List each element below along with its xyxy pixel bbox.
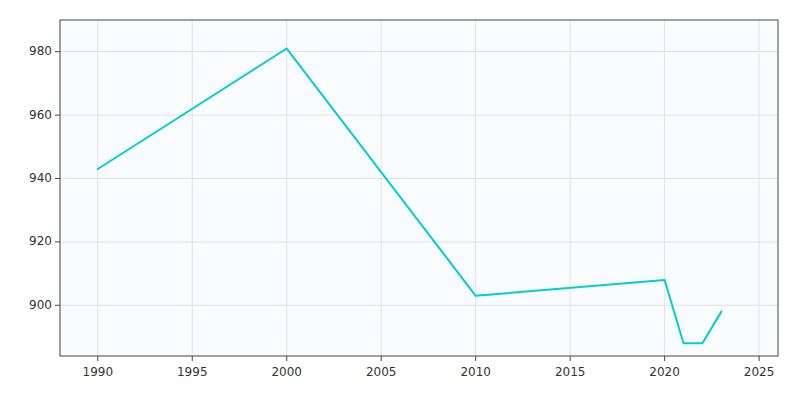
chart-container: 900 920 940 960 980 1990 1995 2000 2005 2010 2015 2… — [0, 0, 800, 400]
x-tick-label: 2010 — [460, 365, 491, 379]
x-tick-label: 2000 — [271, 365, 302, 379]
x-grid-line — [381, 20, 382, 356]
y-tick-label: 920 — [29, 234, 52, 248]
x-grid-line — [97, 20, 98, 356]
y-axis: 900 920 940 960 980 — [29, 44, 778, 312]
x-tick — [475, 356, 476, 361]
x-tick-label: 1995 — [177, 365, 208, 379]
plot-frame — [60, 20, 778, 356]
x-tick-label: 2025 — [744, 365, 775, 379]
y-tick — [55, 115, 60, 116]
x-tick — [192, 356, 193, 361]
y-tick-label: 980 — [29, 44, 52, 58]
y-tick — [55, 241, 60, 242]
x-grid-line — [475, 20, 476, 356]
y-grid-line — [60, 115, 778, 116]
x-grid-line — [664, 20, 665, 356]
x-tick-label: 1990 — [83, 365, 114, 379]
y-tick — [55, 51, 60, 52]
x-grid-line — [570, 20, 571, 356]
x-tick — [759, 356, 760, 361]
y-tick-label: 960 — [29, 108, 52, 122]
x-tick-label: 2020 — [649, 365, 680, 379]
x-tick-label: 2015 — [555, 365, 586, 379]
data-layer — [98, 49, 722, 344]
x-tick-label: 2005 — [366, 365, 397, 379]
y-tick — [55, 178, 60, 179]
y-grid-line — [60, 51, 778, 52]
x-tick — [570, 356, 571, 361]
x-grid-line — [192, 20, 193, 356]
x-tick — [381, 356, 382, 361]
x-grid-line — [286, 20, 287, 356]
y-tick-label: 900 — [29, 298, 52, 312]
x-tick — [286, 356, 287, 361]
page: {"chart_data": {"type": "line", "x": [19… — [0, 0, 800, 400]
y-grid-line — [60, 241, 778, 242]
plot-background — [60, 20, 778, 356]
chart-svg: 900 920 940 960 980 1990 1995 2000 2005 2010 2015 2… — [0, 0, 800, 400]
y-tick-label: 940 — [29, 171, 52, 185]
data-line — [98, 49, 722, 344]
y-grid-line — [60, 305, 778, 306]
x-tick — [664, 356, 665, 361]
y-tick — [55, 305, 60, 306]
x-grid-line — [759, 20, 760, 356]
y-grid-line — [60, 178, 778, 179]
x-tick — [97, 356, 98, 361]
x-axis: 1990 1995 2000 2005 2010 2015 2020 2025 — [83, 20, 775, 379]
